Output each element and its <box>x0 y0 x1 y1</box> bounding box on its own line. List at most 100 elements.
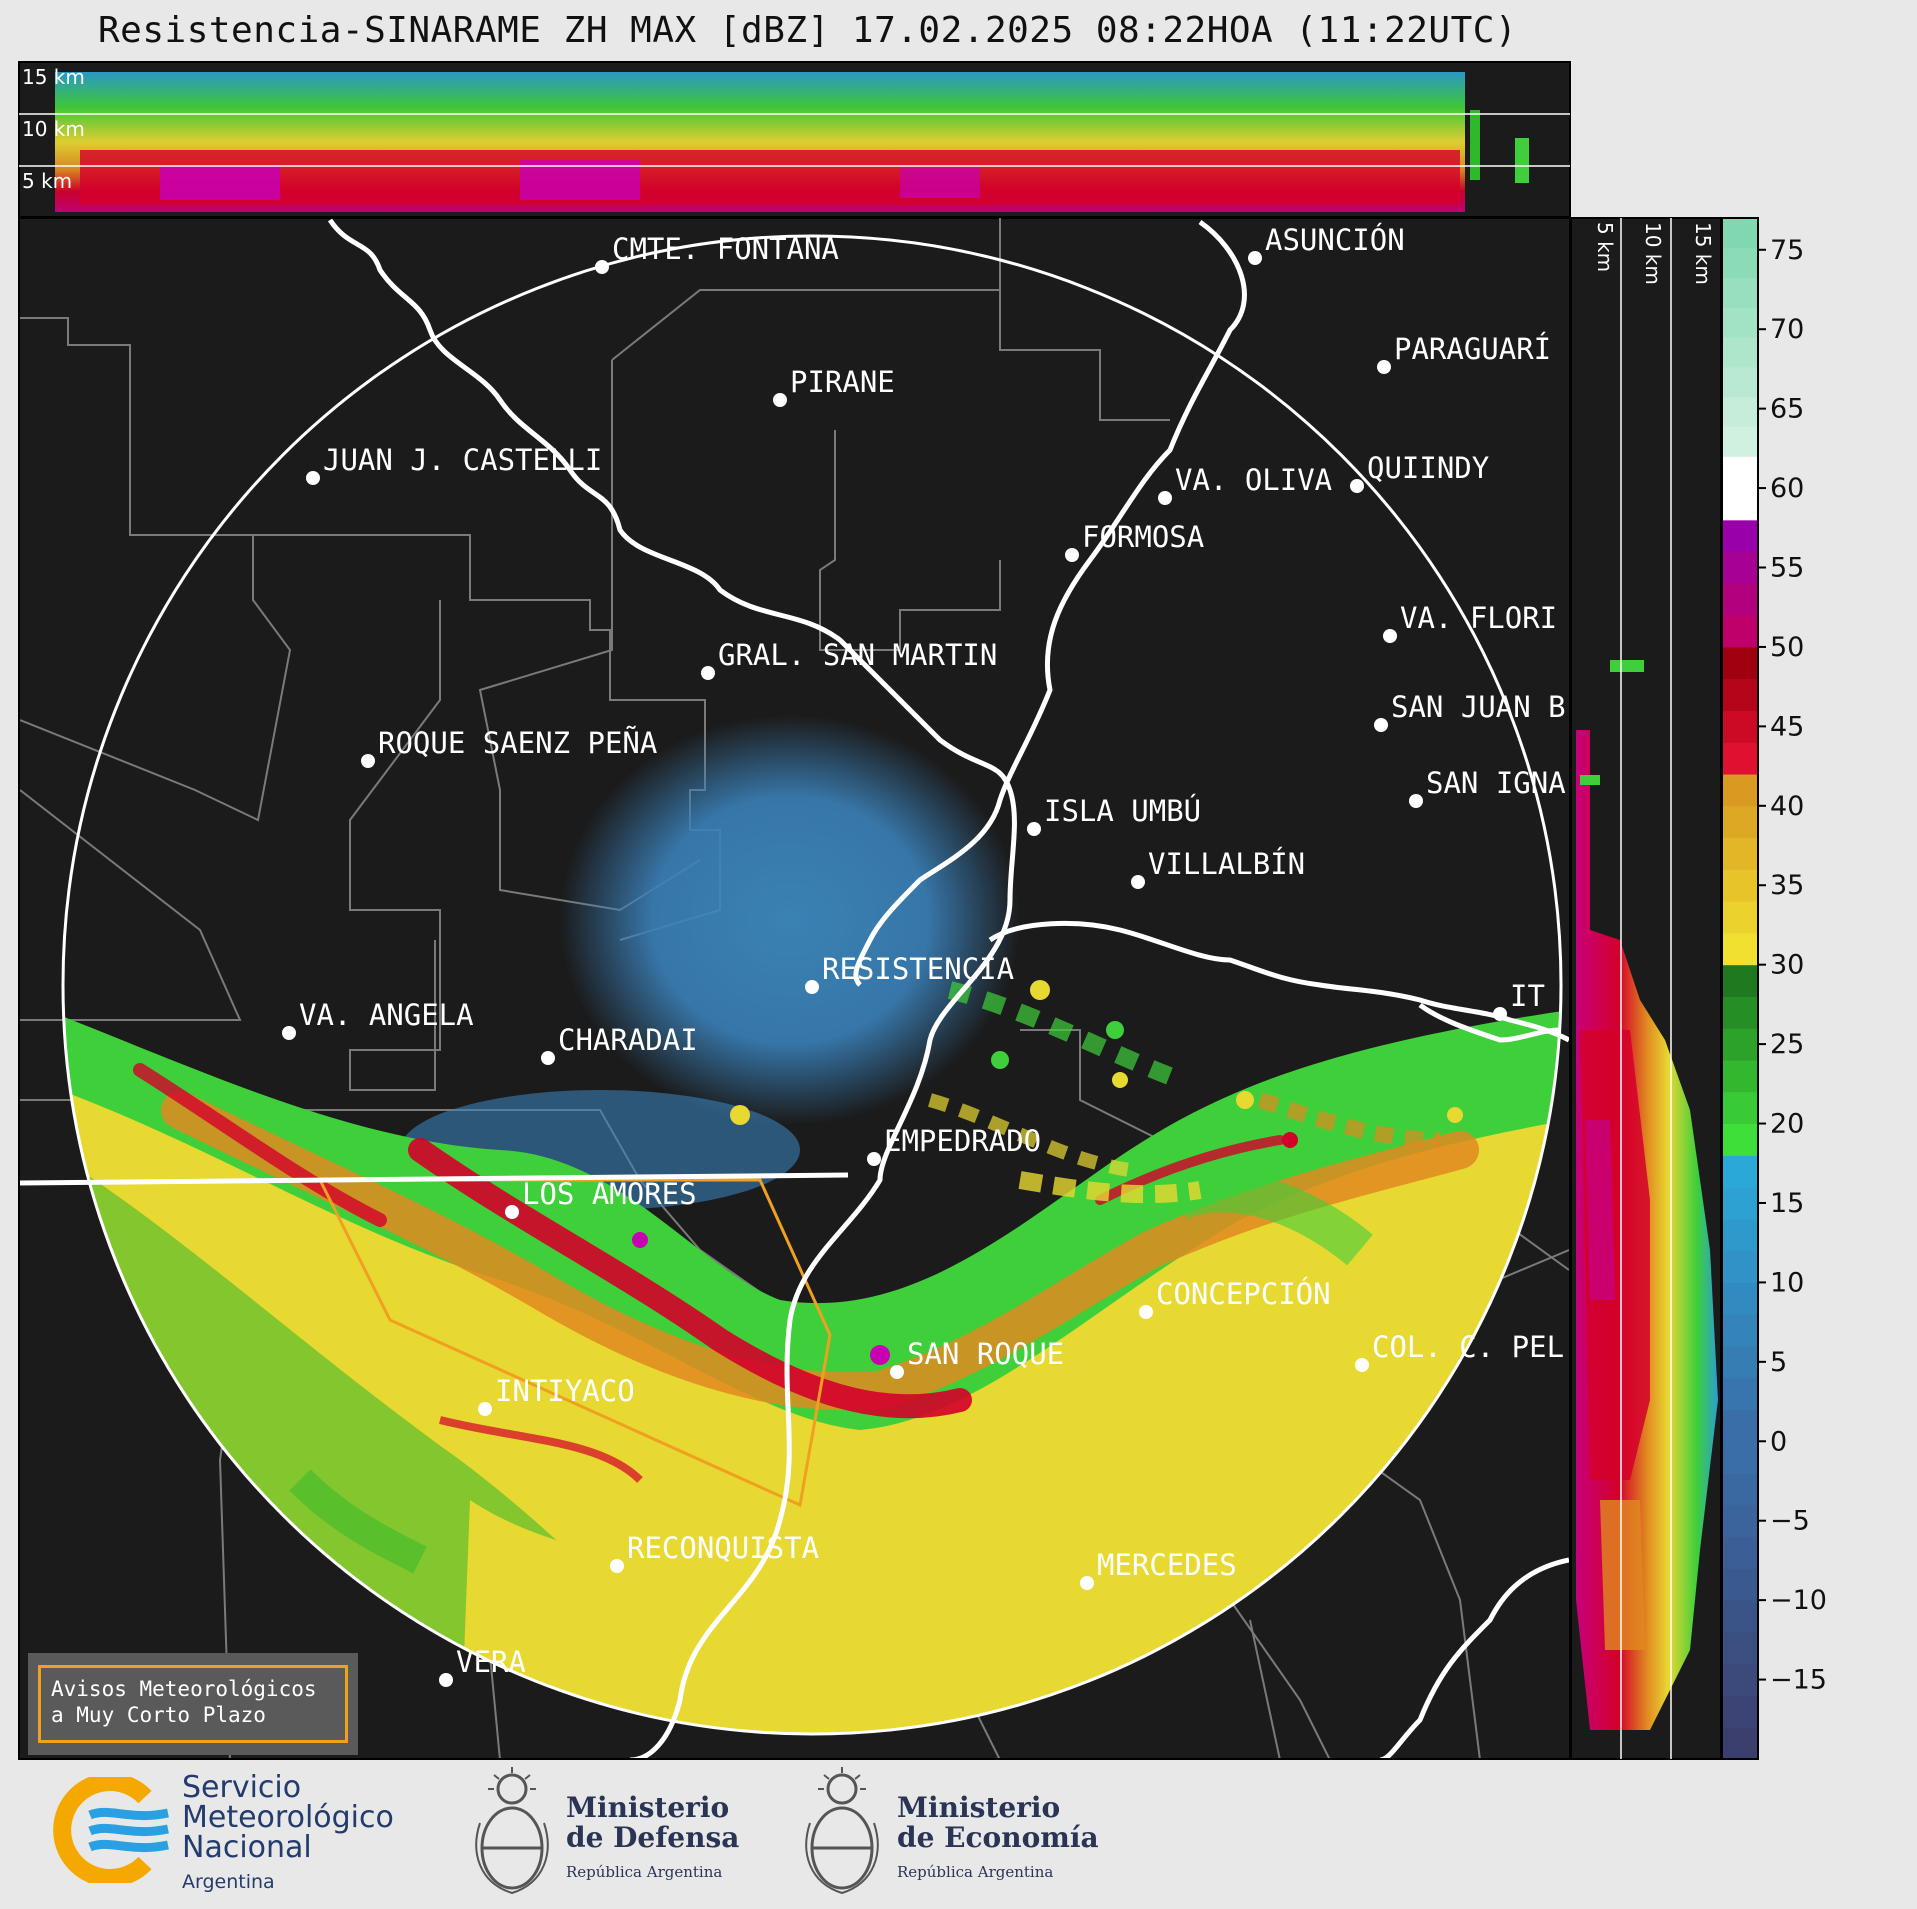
colorbar-segment <box>1722 583 1758 616</box>
city-label: SAN ROQUE <box>907 1337 1064 1371</box>
city-label: FORMOSA <box>1082 520 1204 554</box>
city-dot <box>1350 479 1364 493</box>
range-ring <box>61 234 1563 1736</box>
side-height-label-10: 10 km <box>1641 222 1665 285</box>
colorbar-segment <box>1722 1631 1758 1665</box>
city-label: VA. OLIVA <box>1175 463 1332 497</box>
colorbar-tick-label: 15 <box>1770 1188 1804 1219</box>
colorbar-segment <box>1722 932 1758 966</box>
colorbar-segment <box>1722 218 1758 249</box>
city-dot <box>1355 1358 1369 1372</box>
colorbar-segment <box>1722 1504 1758 1538</box>
colorbar-segment <box>1722 337 1758 368</box>
coat-of-arms-icon <box>805 1767 879 1895</box>
colorbar-segment <box>1722 307 1758 338</box>
city-label: EMPEDRADO <box>884 1124 1041 1158</box>
colorbar-segment <box>1722 1473 1758 1506</box>
colorbar-tick-label: 55 <box>1770 553 1804 584</box>
colorbar-segment <box>1722 1155 1758 1188</box>
city-dot <box>1374 718 1388 732</box>
city-dot <box>505 1205 519 1219</box>
colorbar-segment <box>1722 551 1758 584</box>
province-border-line <box>20 1172 849 1186</box>
colorbar-segment <box>1722 996 1758 1029</box>
city-dot <box>361 754 375 768</box>
smn-line-2: Meteorológico <box>182 1800 394 1835</box>
smn-line-3: Nacional <box>182 1830 312 1865</box>
colorbar-segment <box>1722 678 1758 711</box>
colorbar-segment <box>1722 1282 1758 1315</box>
defensa-line-2: de Defensa <box>566 1821 740 1854</box>
city-dot <box>701 666 715 680</box>
side-cross-section-panel: 5 km 10 km 15 km <box>1570 217 1722 1760</box>
top-height-label-10: 10 km <box>22 117 85 141</box>
smn-line-1: Servicio <box>182 1770 302 1805</box>
defensa-line-1: Ministerio <box>566 1791 730 1824</box>
colorbar-segment <box>1722 1028 1758 1061</box>
city-dot <box>1409 794 1423 808</box>
city-dot <box>1248 251 1262 265</box>
city-label: QUIINDY <box>1367 451 1489 485</box>
colorbar-tick-label: 10 <box>1770 1267 1804 1298</box>
city-markers: CMTE. FONTANA ASUNCIÓN PARAGUARÍ PIRANE QUII… <box>282 223 1566 1687</box>
city-dot <box>610 1559 624 1573</box>
city-label: ROQUE SAENZ PEÑA <box>378 726 657 760</box>
city-label: RECONQUISTA <box>627 1531 819 1565</box>
colorbar-segment <box>1722 1091 1758 1125</box>
smn-logo-text: Servicio Meteorológico Nacional Argentin… <box>182 1773 394 1897</box>
colorbar-segment <box>1722 1441 1758 1474</box>
city-label: COL. C. PEL <box>1372 1330 1564 1364</box>
city-label: VA. FLORI <box>1400 601 1557 635</box>
colorbar-tick-label: 30 <box>1770 950 1804 981</box>
rivers-borders <box>327 218 1569 1758</box>
city-dot <box>890 1365 904 1379</box>
defensa-rep: República Argentina <box>566 1863 723 1881</box>
colorbar-segment <box>1722 964 1758 997</box>
colorbar-segment <box>1722 901 1758 934</box>
city-label: IT <box>1510 979 1545 1013</box>
colorbar-segment <box>1722 1123 1758 1156</box>
colorbar-segment <box>1722 1727 1758 1760</box>
city-dot <box>1383 629 1397 643</box>
colorbar-segment <box>1722 1409 1758 1442</box>
city-dot <box>1377 360 1391 374</box>
colorbar-segment <box>1722 519 1758 553</box>
colorbar-tick-label: 65 <box>1770 394 1804 425</box>
colorbar-segment <box>1722 1568 1758 1601</box>
city-label: PIRANE <box>790 365 895 399</box>
colorbar-segment <box>1722 1250 1758 1283</box>
page-title: Resistencia-SINARAME ZH MAX [dBZ] 17.02.… <box>98 10 1518 51</box>
colorbar-tick-label: 35 <box>1770 870 1804 901</box>
footer-logos: Servicio Meteorológico Nacional Argentin… <box>0 1763 1917 1909</box>
city-dot <box>1493 1007 1507 1021</box>
city-dot <box>282 1026 296 1040</box>
colorbar-tick-label: 25 <box>1770 1029 1804 1060</box>
colorbar-segment <box>1722 1187 1758 1220</box>
city-label: CONCEPCIÓN <box>1156 1277 1331 1311</box>
defensa-logo-text: Ministerio de Defensa República Argentin… <box>566 1793 739 1887</box>
colorbar-tick-label: −10 <box>1770 1585 1827 1616</box>
side-echo-band <box>1576 660 1718 1730</box>
city-label: MERCEDES <box>1097 1548 1237 1582</box>
colorbar-segment <box>1722 837 1758 870</box>
city-label: CHARADAI <box>558 1023 698 1057</box>
colorbar-tick-label: 20 <box>1770 1109 1804 1140</box>
colorbar-segment <box>1722 646 1758 680</box>
avisos-button[interactable]: Avisos Meteorológicos a Muy Corto Plazo <box>28 1653 358 1755</box>
city-label: LOS AMORES <box>522 1177 697 1211</box>
colorbar-segment <box>1722 1314 1758 1347</box>
colorbar-tick-label: 50 <box>1770 632 1804 663</box>
colorbar-tick-label: −5 <box>1770 1506 1810 1537</box>
city-dot <box>595 260 609 274</box>
radar-map-panel: CMTE. FONTANA ASUNCIÓN PARAGUARÍ PIRANE QUII… <box>18 217 1571 1760</box>
top-height-label-5: 5 km <box>22 169 72 193</box>
colorbar-tick-label: 0 <box>1770 1426 1787 1457</box>
city-dot <box>1131 875 1145 889</box>
city-dot <box>439 1673 453 1687</box>
colorbar-segment <box>1722 805 1758 839</box>
colorbar-segment <box>1722 426 1758 457</box>
colorbar-segment <box>1722 277 1758 308</box>
colorbar-segment <box>1722 1600 1758 1633</box>
economia-line-1: Ministerio <box>897 1791 1061 1824</box>
